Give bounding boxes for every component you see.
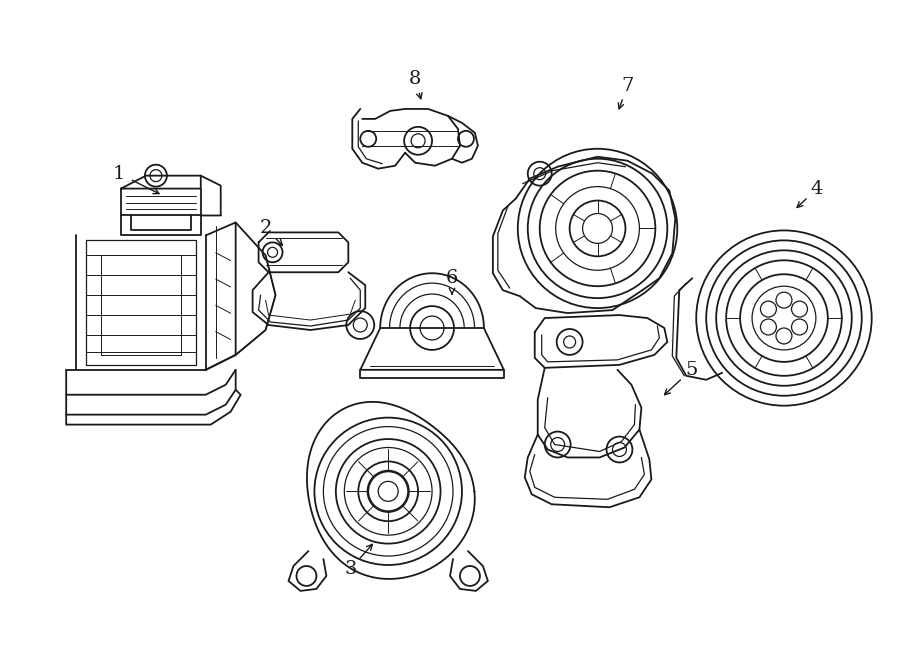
Text: 5: 5 [685,361,698,379]
Text: 6: 6 [446,269,458,288]
Text: 2: 2 [259,219,272,237]
Text: 4: 4 [811,180,824,198]
Text: 8: 8 [409,70,421,88]
Text: 3: 3 [344,560,356,578]
Text: 1: 1 [112,165,125,182]
Text: 7: 7 [621,77,634,95]
